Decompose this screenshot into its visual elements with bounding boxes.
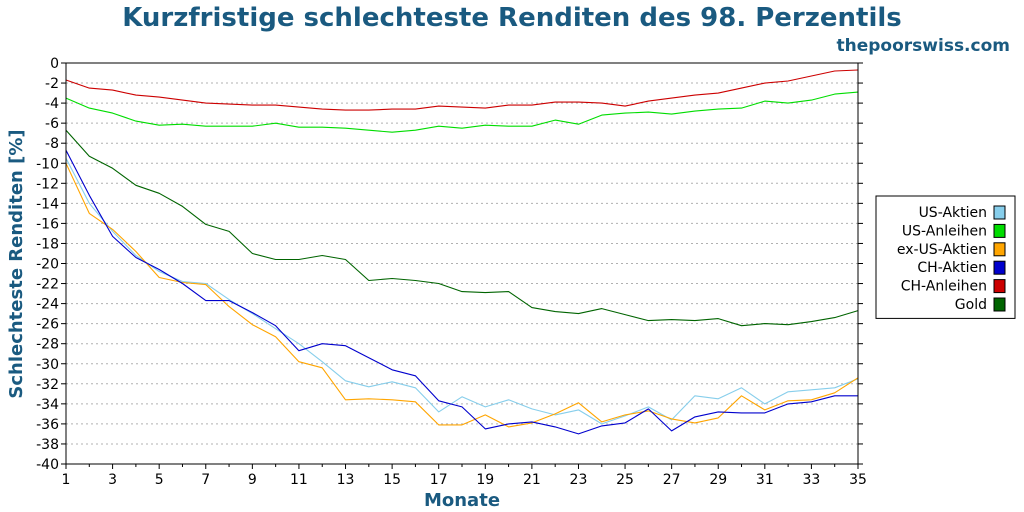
y-tick-label: -6 bbox=[45, 116, 59, 132]
x-tick-label: 17 bbox=[430, 472, 448, 488]
x-tick-label: 11 bbox=[290, 472, 308, 488]
legend-box bbox=[875, 195, 1016, 319]
legend-label: Gold bbox=[955, 297, 987, 313]
chart-title: Kurzfristige schlechteste Renditen des 9… bbox=[122, 3, 902, 33]
legend-swatch bbox=[993, 297, 1006, 312]
y-tick-label: -38 bbox=[36, 437, 59, 453]
y-tick-label: -26 bbox=[36, 317, 59, 333]
x-tick-label: 1 bbox=[62, 472, 71, 488]
x-tick-label: 5 bbox=[155, 472, 164, 488]
x-tick-label: 31 bbox=[756, 472, 774, 488]
y-tick-label: -22 bbox=[36, 277, 59, 293]
y-tick-label: -18 bbox=[36, 236, 59, 252]
y-tick-label: -8 bbox=[45, 136, 59, 152]
y-tick-label: -4 bbox=[45, 96, 59, 112]
x-tick-label: 13 bbox=[337, 472, 355, 488]
y-tick-label: -24 bbox=[36, 297, 59, 313]
x-tick-label: 23 bbox=[570, 472, 588, 488]
site-name: thepoorswiss.com bbox=[837, 36, 1011, 56]
y-tick-label: -16 bbox=[36, 216, 59, 232]
series-lines bbox=[65, 69, 859, 435]
x-tick-label: 21 bbox=[523, 472, 541, 488]
y-tick-label: -36 bbox=[36, 417, 59, 433]
y-tick-label: 0 bbox=[50, 56, 59, 72]
y-tick-label: -40 bbox=[36, 457, 59, 473]
legend-label: US-Aktien bbox=[919, 205, 987, 221]
legend-swatch bbox=[993, 279, 1006, 294]
legend-swatch bbox=[993, 223, 1006, 238]
y-tick-label: -12 bbox=[36, 176, 59, 192]
x-tick-label: 7 bbox=[201, 472, 210, 488]
legend-label: CH-Aktien bbox=[917, 260, 987, 276]
x-tick-label: 25 bbox=[616, 472, 634, 488]
legend-swatch bbox=[993, 242, 1006, 257]
series-line-ch-aktien bbox=[65, 149, 858, 435]
legend-label: US-Anleihen bbox=[902, 223, 987, 239]
legend-swatch bbox=[993, 260, 1006, 275]
legend-label: ex-US-Aktien bbox=[897, 242, 987, 258]
series-line-us-aktien bbox=[65, 157, 859, 425]
x-axis-label: Monate bbox=[424, 490, 500, 511]
y-tick-label: -20 bbox=[36, 257, 59, 273]
legend-swatch bbox=[993, 205, 1006, 220]
x-tick-label: 9 bbox=[248, 472, 257, 488]
y-tick-label: -2 bbox=[45, 76, 59, 92]
legend-label: CH-Anleihen bbox=[901, 279, 987, 295]
series-line-us-anleihen bbox=[65, 91, 859, 133]
y-tick-label: -14 bbox=[36, 196, 59, 212]
x-tick-label: 27 bbox=[663, 472, 681, 488]
y-axis-label: Schlechteste Renditen [%] bbox=[6, 129, 27, 398]
x-tick-label: 15 bbox=[383, 472, 401, 488]
ticks: 0 -2 -4 -6 -8 -10 -12 -14 -16 -18 -20 -22 -24 -26 -28 -… bbox=[36, 56, 867, 488]
series-line-ex-us-aktien bbox=[65, 163, 859, 428]
y-tick-label: -30 bbox=[36, 357, 59, 373]
grid bbox=[66, 82, 858, 445]
y-tick-label: -28 bbox=[36, 337, 59, 353]
legend: US-Aktien US-Anleihen ex-US-Aktien CH-Aktie… bbox=[875, 195, 1016, 319]
x-tick-label: 3 bbox=[108, 472, 117, 488]
x-tick-label: 35 bbox=[849, 472, 867, 488]
y-tick-label: -10 bbox=[36, 156, 59, 172]
x-tick-label: 29 bbox=[709, 472, 727, 488]
x-tick-label: 19 bbox=[476, 472, 494, 488]
y-tick-label: -34 bbox=[36, 397, 59, 413]
series-line-gold bbox=[65, 129, 859, 327]
y-tick-label: -32 bbox=[36, 377, 59, 393]
x-tick-label: 33 bbox=[802, 472, 820, 488]
series-line-ch-anleihen bbox=[65, 69, 859, 111]
